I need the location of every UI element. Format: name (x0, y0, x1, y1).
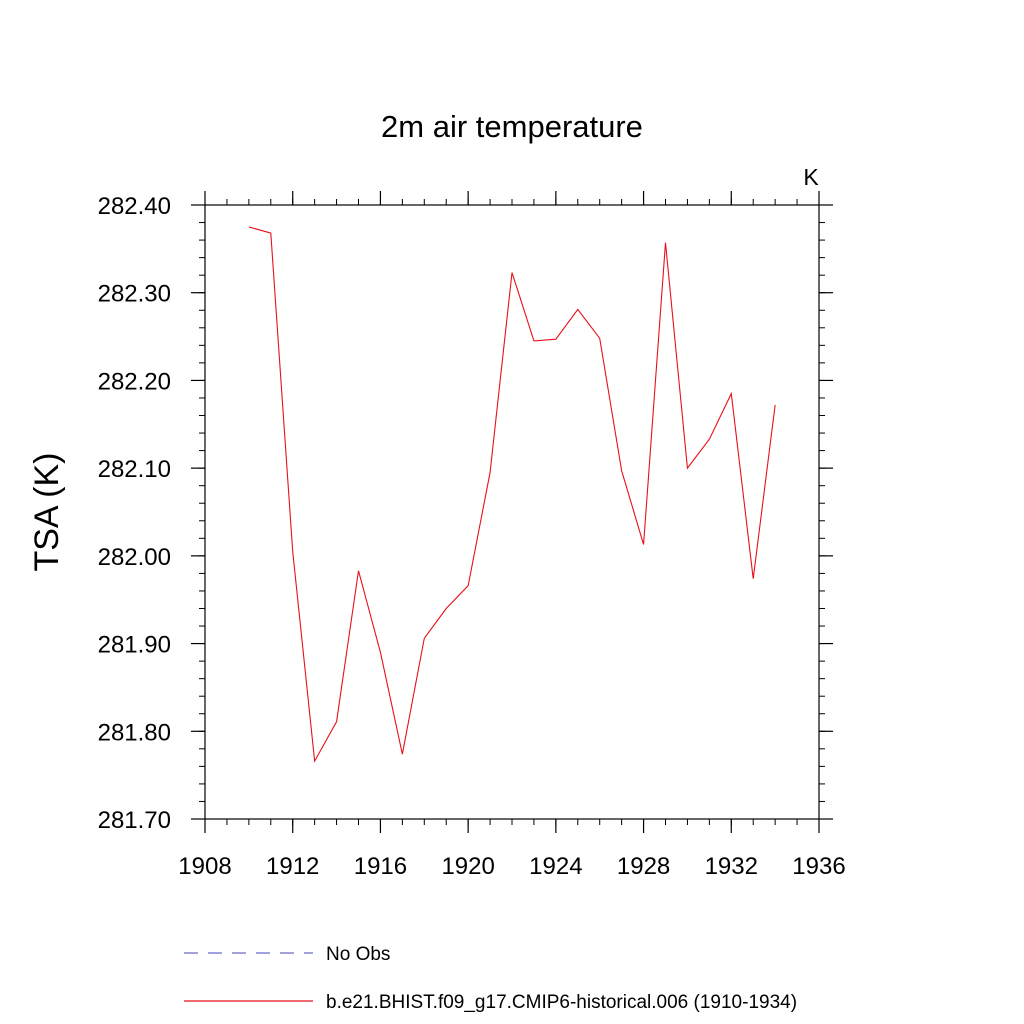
units-label: K (803, 164, 819, 190)
x-tick-label: 1932 (705, 853, 758, 880)
series-layer (248, 226, 776, 763)
y-tick-label: 282.40 (98, 193, 171, 220)
x-tick-label: 1908 (178, 853, 231, 880)
x-tick-label: 1920 (441, 853, 494, 880)
series-line-0 (248, 226, 776, 763)
x-tick-label: 1916 (354, 853, 407, 880)
y-axis-title: TSA (K) (28, 452, 66, 571)
y-tick-label: 282.20 (98, 368, 171, 395)
y-tick-label: 282.10 (98, 456, 171, 483)
x-tick-label: 1936 (792, 853, 845, 880)
major-ticks (191, 191, 833, 833)
legend-label-historical: b.e21.BHIST.f09_g17.CMIP6-historical.006… (326, 992, 797, 1013)
legend-label-no-obs: No Obs (326, 944, 390, 965)
legend: No Obs b.e21.BHIST.f09_g17.CMIP6-histori… (184, 944, 797, 1013)
minor-ticks (199, 199, 825, 825)
plot-frame (204, 204, 820, 820)
x-tick-labels: 1908 1912 1916 1920 1924 1928 1932 1936 (178, 853, 845, 880)
y-tick-label: 282.30 (98, 281, 171, 308)
y-tick-labels: 281.70 281.80 281.90 282.00 282.10 282.20 282.… (98, 193, 171, 834)
y-tick-label: 281.80 (98, 719, 171, 746)
x-tick-label: 1924 (529, 853, 582, 880)
y-tick-label: 281.90 (98, 632, 171, 659)
y-tick-label: 282.00 (98, 544, 171, 571)
x-tick-label: 1912 (266, 853, 319, 880)
y-tick-label: 281.70 (98, 807, 171, 834)
x-tick-label: 1928 (617, 853, 670, 880)
chart-title: 2m air temperature (381, 109, 643, 144)
